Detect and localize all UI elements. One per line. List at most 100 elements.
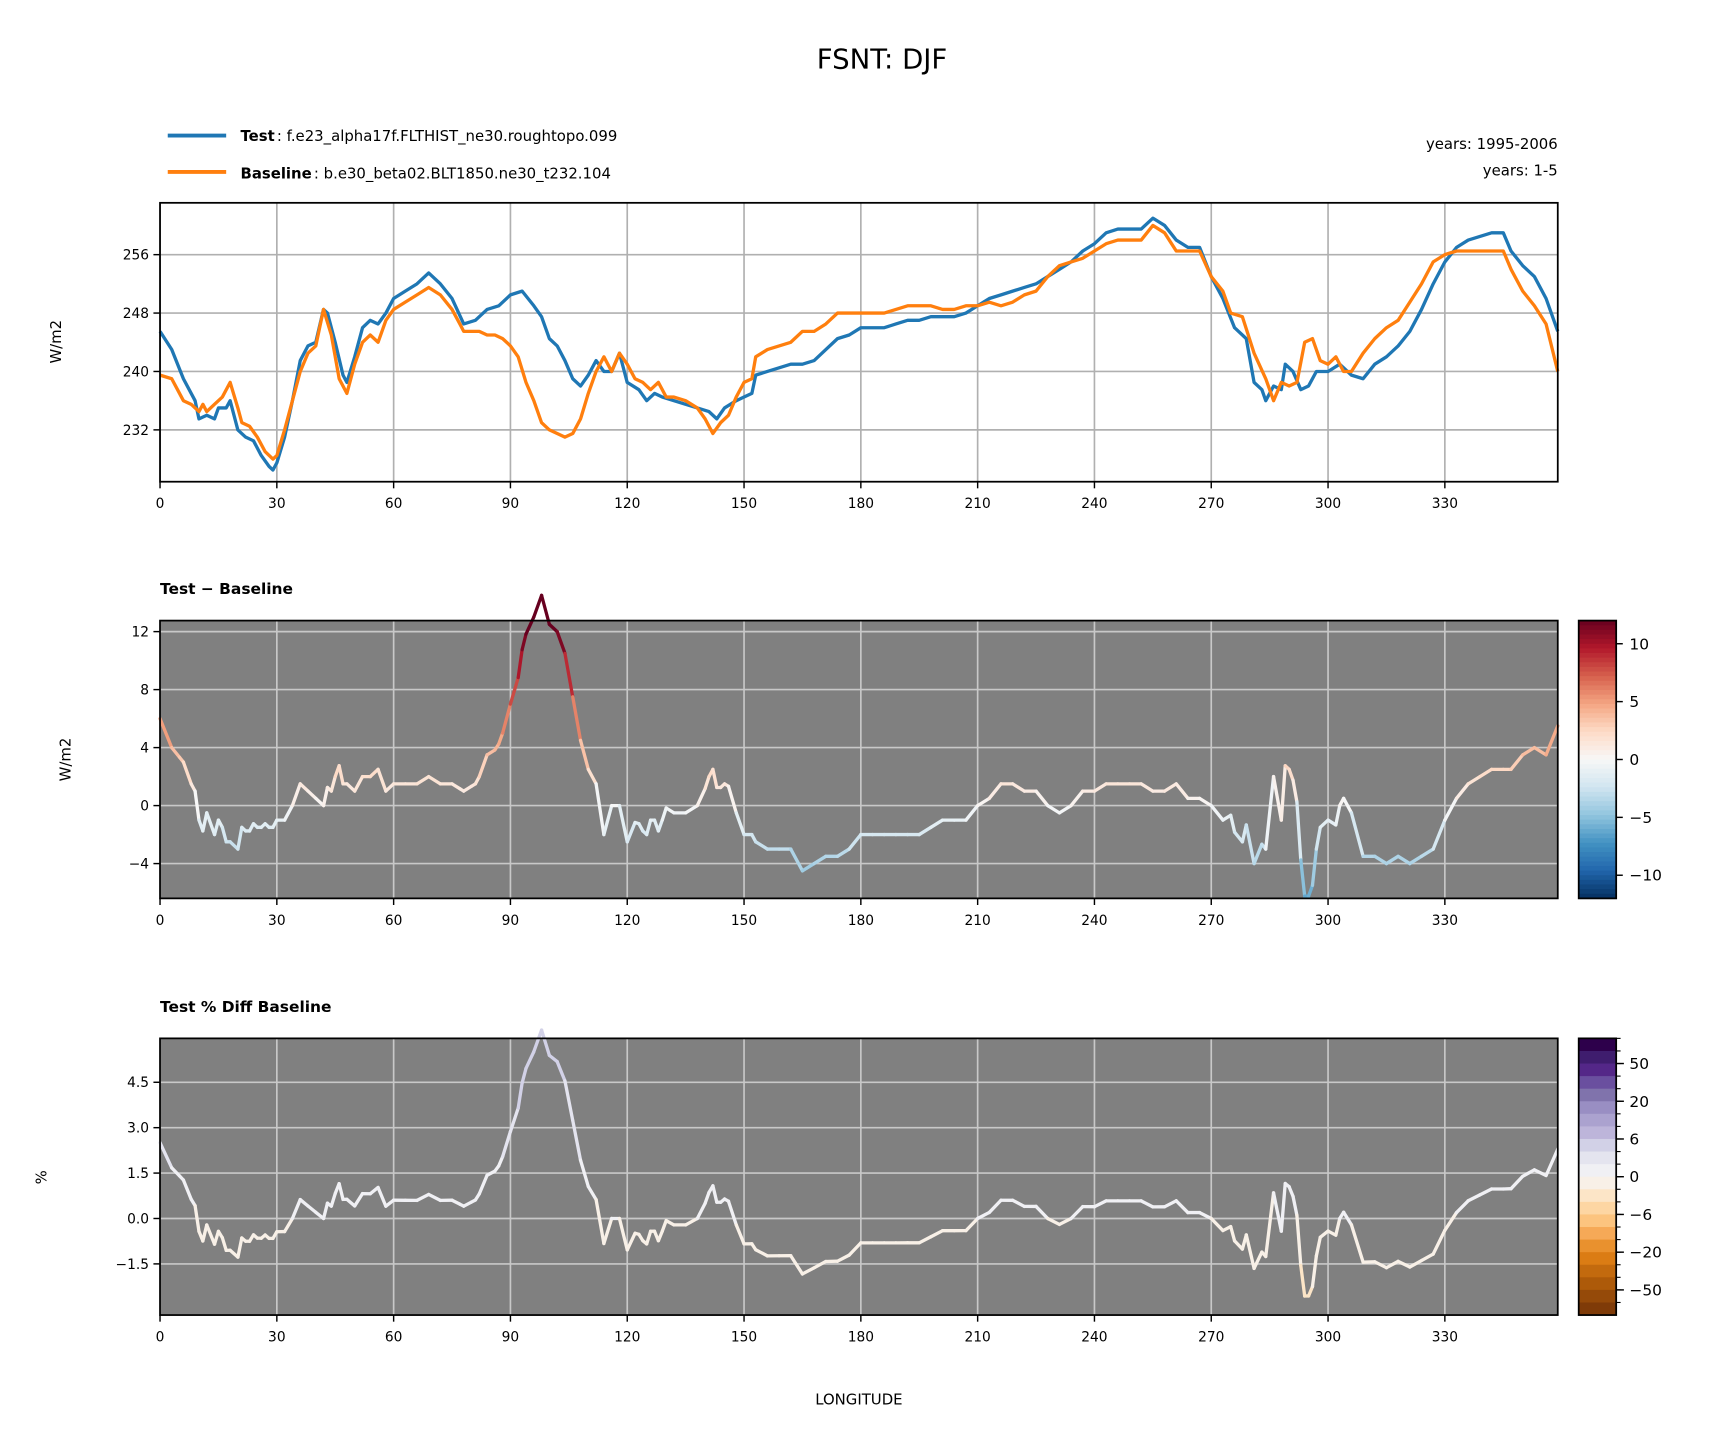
diff-line-segment [500,702,513,735]
diff-line-segment [1295,800,1303,862]
colorbar-band [1578,838,1617,844]
pct-line-segment [321,1201,330,1221]
pct-line-segment [929,1229,945,1239]
diff-line-segment [555,629,567,656]
colorbar-band [1578,1239,1617,1253]
pct-line-segment [1509,1174,1525,1191]
diff-line-segment [1034,789,1050,808]
pct-line-segment [1197,1210,1213,1221]
colorbar-band [1578,1101,1617,1115]
diff-line-segment [917,825,933,837]
pct-line-segment [555,1059,567,1083]
colorbar-band [1578,620,1617,626]
diff-line-segment [1478,767,1494,779]
y-tick-label: 0 [140,799,149,815]
diff-line-segment [625,820,637,844]
colorbar-band [1578,893,1617,900]
colorbar-band [1578,703,1617,710]
colorbar-band [1578,653,1617,659]
x-tick-label: 150 [731,1330,757,1346]
colorbar-band [1578,722,1617,728]
x-tick-label: 180 [848,913,874,929]
colorbar-frame [1577,619,1618,900]
diff-ylabel: W/m2 [57,738,75,782]
y-tick-label: 248 [123,306,149,322]
diff-line-segment [212,818,221,837]
pct-line-segment [1349,1223,1365,1264]
pct-line-segment [1046,1216,1062,1227]
diff-line-segment [1197,796,1213,808]
diff-line-segment [1291,778,1299,804]
x-tick-label: 270 [1198,913,1224,929]
y-tick-label: 3.0 [127,1121,149,1137]
colorbar-band [1578,815,1617,821]
pct-line-segment [1057,1216,1073,1227]
pct-line-segment [306,1204,318,1214]
legend-baseline-name: : b.e30_beta02.BLT1850.ne30_t232.104 [314,165,611,183]
pct-line-segment [656,1229,664,1243]
colorbar-tick-label: 0 [1629,751,1639,769]
x-tick-label: 90 [502,913,520,929]
pct-line-segment [236,1236,244,1259]
diff-line-segment [1279,764,1287,822]
legend-test-name: : f.e23_alpha17f.FLTHIST_ne30.roughtopo.… [277,127,617,145]
pct-line-segment [594,1197,606,1246]
axes-frame [159,201,1559,483]
colorbar-band [1578,1063,1617,1077]
colorbar-tick-label: −5 [1629,809,1652,827]
pct-line-segment [532,1028,544,1054]
pct-line-segment [520,1066,528,1085]
diff-line-segment [1271,774,1283,822]
diff-line-segment [1314,825,1322,851]
diff-line-segment [812,854,828,866]
colorbar-band [1578,1076,1617,1090]
diff-line-segment [711,767,719,790]
pct-line-segment [415,1192,431,1203]
colorbar-band [1578,662,1617,668]
diff-line-segment [205,811,217,837]
y-tick-label: 232 [123,423,149,439]
colorbar-band [1578,1302,1617,1316]
pct-line-segment [508,1106,520,1134]
diff-line-segment [563,651,575,699]
x-tick-label: 300 [1315,1330,1341,1346]
pct-line-segment [1443,1210,1459,1232]
pct-line-segment [1264,1191,1276,1259]
pct-line-segment [1011,1198,1027,1209]
colorbar-band [1578,629,1617,636]
colorbar-band [1578,750,1617,756]
colorbar-band [1578,713,1617,719]
pct-ylabel: % [32,1170,50,1184]
pct-line-segment [1341,1210,1354,1227]
colorbar-band [1578,699,1617,705]
diff-line-segment [181,760,193,786]
x-tick-label: 150 [731,496,757,512]
colorbar-band [1578,1126,1617,1140]
pct-line-segment [1454,1199,1470,1215]
diff-line-segment [547,622,559,634]
pct-line-segment [298,1197,310,1208]
pct-line-segment [602,1216,614,1246]
pct-line-segment [1209,1216,1225,1233]
diff-line-segment [594,782,606,837]
y-tick-label: 240 [123,364,149,380]
diff-line-segment [345,782,357,793]
pct-line-segment [1287,1185,1295,1198]
diff-line-segment [170,745,182,759]
pct-line-segment [1466,1193,1482,1203]
colorbar-band [1578,870,1617,876]
colorbar-band [1578,768,1617,775]
pct-line-segment [711,1184,719,1204]
pct-line-segment [353,1192,365,1208]
pct-line-segment [1174,1199,1190,1215]
diff-line-segment [754,840,770,851]
pct-line-segment [789,1254,805,1276]
colorbar-band [1578,875,1617,881]
pct-line-segment [329,1191,337,1208]
x-tick-label: 0 [156,1330,165,1346]
pct-line-segment [170,1166,182,1178]
pct-line-segment [1279,1181,1287,1233]
colorbar-tick-label: 50 [1629,1055,1649,1073]
diff-line-segment [321,785,330,808]
y-tick-label: 8 [140,683,149,699]
